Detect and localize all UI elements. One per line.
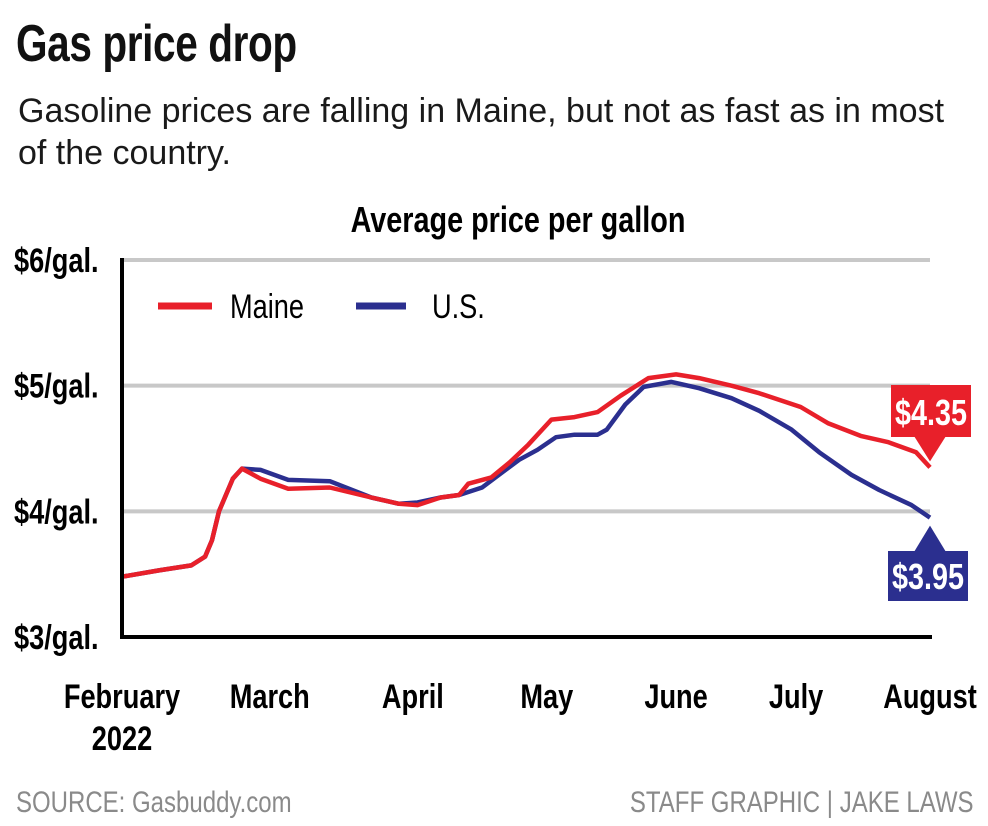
series-lines: [121, 372, 932, 579]
y-tick-label: $4/gal.: [14, 492, 99, 531]
plot-title: Average price per gallon: [351, 199, 686, 240]
y-tick-label: $5/gal.: [14, 367, 99, 406]
legend: Maine U.S.: [158, 287, 485, 326]
legend-label-maine: Maine: [230, 287, 304, 326]
us-callout-pointer: [914, 525, 946, 552]
chart-subtitle: Gasoline prices are falling in Maine, bu…: [18, 92, 945, 172]
y-tick-label: $3/gal.: [14, 618, 99, 657]
us-end-callout-box: [888, 551, 968, 601]
x-tick-sublabel: 2022: [92, 719, 152, 758]
gridlines: [122, 258, 930, 514]
graphic-credit: STAFF GRAPHIC | JAKE LAWS: [630, 786, 974, 819]
x-tick-label: May: [520, 677, 573, 716]
source-note: SOURCE: Gasbuddy.com: [16, 786, 292, 819]
y-tick-label: $6/gal.: [14, 241, 99, 280]
chart-title-heading: Gas price drop: [16, 15, 297, 73]
x-tick-label: August: [883, 677, 977, 716]
maine-callout-pointer: [914, 436, 946, 462]
x-tick-label: July: [769, 677, 823, 716]
maine-end-value: $4.35: [895, 392, 967, 433]
legend-label-us: U.S.: [432, 287, 485, 326]
x-tick-label: April: [382, 677, 444, 716]
y-axis-labels: $3/gal. $4/gal. $5/gal. $6/gal.: [14, 241, 99, 657]
maine-end-callout-box: [891, 385, 971, 437]
us-end-value: $3.95: [892, 556, 964, 597]
x-tick-label: March: [230, 677, 310, 716]
x-tick-label: February: [64, 677, 180, 716]
x-tick-label: June: [644, 677, 707, 716]
end-value-callouts: $4.35 $3.95: [888, 385, 971, 601]
series-line-maine: [121, 372, 932, 579]
